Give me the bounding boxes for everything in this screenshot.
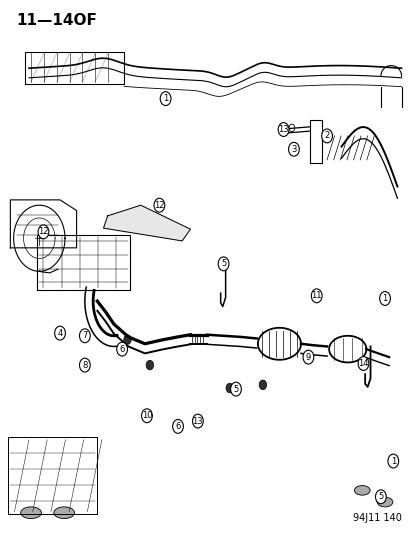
Text: 94J11 140: 94J11 140 [352, 513, 401, 523]
Text: 5: 5 [221, 260, 225, 268]
Circle shape [230, 382, 241, 396]
Circle shape [146, 360, 153, 370]
Circle shape [311, 289, 321, 303]
Text: 14: 14 [357, 359, 368, 368]
Circle shape [141, 409, 152, 423]
Ellipse shape [54, 507, 74, 519]
Text: 8: 8 [82, 361, 87, 369]
Circle shape [321, 129, 332, 143]
Circle shape [154, 198, 164, 212]
Text: 6: 6 [175, 422, 180, 431]
Text: 13: 13 [278, 125, 288, 134]
Text: 12: 12 [38, 228, 49, 236]
Circle shape [225, 383, 233, 393]
Ellipse shape [376, 497, 392, 507]
Circle shape [288, 142, 299, 156]
Text: 3: 3 [291, 145, 296, 154]
Circle shape [387, 454, 398, 468]
Text: 2: 2 [324, 132, 329, 140]
Text: 1: 1 [390, 457, 395, 465]
Polygon shape [103, 205, 190, 241]
Circle shape [375, 490, 385, 504]
Text: 1: 1 [382, 294, 387, 303]
Circle shape [116, 342, 127, 356]
Circle shape [172, 419, 183, 433]
Ellipse shape [354, 486, 369, 495]
Text: 5: 5 [377, 492, 382, 501]
Circle shape [278, 123, 288, 136]
Circle shape [79, 329, 90, 343]
Text: 1: 1 [163, 94, 168, 103]
Text: 11: 11 [311, 292, 321, 300]
Text: 9: 9 [305, 353, 310, 361]
Circle shape [55, 326, 65, 340]
Text: 13: 13 [192, 417, 203, 425]
Circle shape [123, 335, 131, 344]
Text: 11—14OF: 11—14OF [17, 13, 97, 28]
Circle shape [79, 358, 90, 372]
Circle shape [192, 414, 203, 428]
Circle shape [357, 357, 368, 370]
Ellipse shape [21, 507, 41, 519]
Text: 6: 6 [119, 345, 124, 353]
Text: 5: 5 [233, 385, 238, 393]
Circle shape [259, 380, 266, 390]
Circle shape [302, 350, 313, 364]
Circle shape [38, 225, 49, 239]
Text: 12: 12 [154, 201, 164, 209]
Text: 10: 10 [141, 411, 152, 420]
Circle shape [218, 257, 228, 271]
Text: 4: 4 [57, 329, 62, 337]
Circle shape [160, 92, 171, 106]
Circle shape [379, 292, 389, 305]
Text: 7: 7 [82, 332, 87, 340]
